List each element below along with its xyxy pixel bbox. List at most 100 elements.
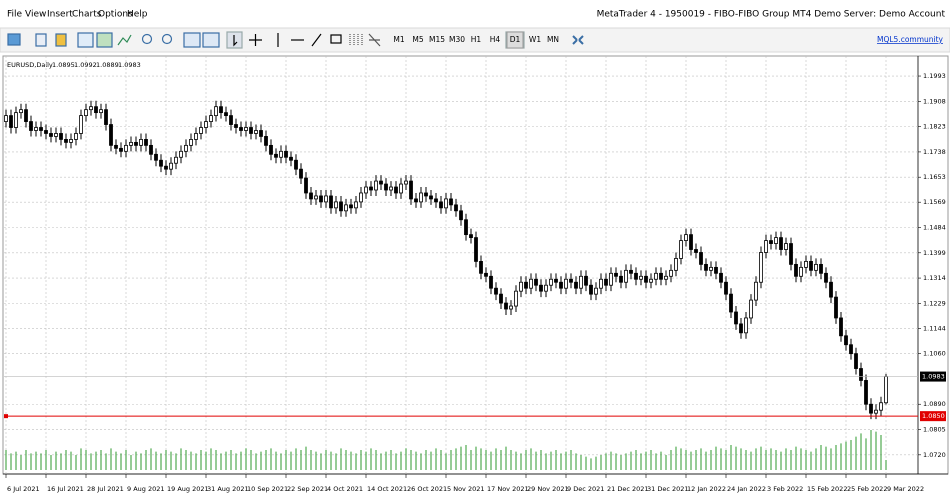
candle-body xyxy=(559,281,563,289)
candle-body xyxy=(139,139,143,146)
candle-body xyxy=(649,278,653,283)
candle-body xyxy=(224,112,228,117)
candle-body xyxy=(74,133,78,140)
candle-body xyxy=(199,127,203,134)
candle-body xyxy=(19,109,23,114)
candle-body xyxy=(689,234,693,250)
candle-body xyxy=(869,403,873,414)
candle-body xyxy=(554,278,558,283)
menu-item[interactable]: Charts xyxy=(72,10,102,20)
y-tick-label: 1.1399 xyxy=(923,249,946,257)
candle-body xyxy=(264,136,268,146)
timeframe-button[interactable]: M1 xyxy=(393,35,404,44)
menu-item[interactable]: File xyxy=(7,10,23,20)
timeframe-button[interactable]: MN xyxy=(547,35,559,44)
candle-body xyxy=(259,130,263,137)
candle-body xyxy=(189,139,193,146)
candle-body xyxy=(614,272,618,277)
y-tick-label: 1.1738 xyxy=(923,148,946,156)
current-price-box xyxy=(920,371,946,382)
candle-body xyxy=(799,266,803,277)
x-tick-label: 10 Sep 2021 xyxy=(247,485,288,493)
menu-item[interactable]: Insert xyxy=(47,10,73,20)
candle-body xyxy=(159,159,163,167)
candle-body xyxy=(39,127,43,131)
candle-body xyxy=(79,115,83,134)
candle-body xyxy=(599,278,603,289)
timeframe-button[interactable]: W1 xyxy=(529,35,541,44)
candle-body xyxy=(349,204,353,209)
candle-body xyxy=(719,272,723,283)
candle-body xyxy=(539,284,543,292)
window-title: MetaTrader 4 - 1950019 - FIBO-FIBO Group… xyxy=(597,10,946,20)
candle-body xyxy=(119,147,123,152)
candle-body xyxy=(234,124,238,128)
menu-item[interactable]: Help xyxy=(127,10,148,20)
candle-body xyxy=(439,201,443,209)
candle-body xyxy=(874,409,878,414)
candle-body xyxy=(544,284,548,292)
x-tick-label: 16 Jul 2021 xyxy=(47,485,84,493)
y-tick-label: 1.0805 xyxy=(923,426,946,434)
candle-body xyxy=(479,261,483,274)
candle-body xyxy=(394,186,398,194)
candle-body xyxy=(724,281,728,295)
x-tick-label: 17 Nov 2021 xyxy=(487,485,529,493)
candle-body xyxy=(179,150,183,158)
candle-body xyxy=(569,278,573,283)
candle-body xyxy=(574,281,578,289)
candle-body xyxy=(474,237,478,262)
timeframe-button[interactable]: M15 xyxy=(429,35,445,44)
candle-body xyxy=(134,141,138,146)
candle-body xyxy=(424,192,428,197)
candle-body xyxy=(659,272,663,280)
timeframe-button[interactable]: M30 xyxy=(449,35,465,44)
candle-body xyxy=(849,344,853,355)
candle-body xyxy=(194,133,198,140)
candle-body xyxy=(69,139,73,143)
ohlc-close: 1.0983 xyxy=(118,61,141,69)
candle-body xyxy=(774,237,778,244)
candle-body xyxy=(84,109,88,117)
candle-body xyxy=(609,272,613,286)
candle-body xyxy=(449,198,453,206)
candle-body xyxy=(669,269,673,277)
y-tick-label: 1.1908 xyxy=(923,97,946,105)
price-line-label: 1.0850 xyxy=(922,412,945,420)
candle-body xyxy=(304,177,308,194)
timeframe-button[interactable]: D1 xyxy=(510,35,521,44)
timeframe-button[interactable]: H4 xyxy=(490,35,501,44)
candle-body xyxy=(714,266,718,274)
candle-body xyxy=(754,281,758,301)
timeframe-button[interactable]: M5 xyxy=(412,35,423,44)
candle-body xyxy=(54,133,58,137)
mql5-link[interactable]: MQL5.community xyxy=(877,35,944,44)
x-tick-label: 28 Jul 2021 xyxy=(87,485,124,493)
candle-body xyxy=(739,323,743,334)
candle-body xyxy=(149,144,153,155)
candle-body xyxy=(354,201,358,209)
candle-body xyxy=(834,296,838,319)
candle-body xyxy=(729,293,733,313)
candle-body xyxy=(494,287,498,295)
candle-body xyxy=(379,180,383,185)
candle-body xyxy=(639,275,643,280)
candle-body xyxy=(329,195,333,209)
y-tick-label: 1.1823 xyxy=(923,123,946,131)
menu-item[interactable]: View xyxy=(25,10,46,20)
candle-body xyxy=(284,150,288,158)
candle-body xyxy=(864,380,868,405)
candle-body xyxy=(734,311,738,325)
candle-body xyxy=(99,109,103,114)
candle-body xyxy=(879,402,883,411)
candle-body xyxy=(584,275,588,286)
menu-item[interactable]: Options xyxy=(98,10,133,20)
candle-body xyxy=(779,237,783,250)
candle-body xyxy=(219,106,223,114)
candle-body xyxy=(749,299,753,319)
candle-body xyxy=(294,159,298,170)
candle-body xyxy=(9,115,13,128)
candle-body xyxy=(309,192,313,200)
timeframe-button[interactable]: H1 xyxy=(471,35,482,44)
